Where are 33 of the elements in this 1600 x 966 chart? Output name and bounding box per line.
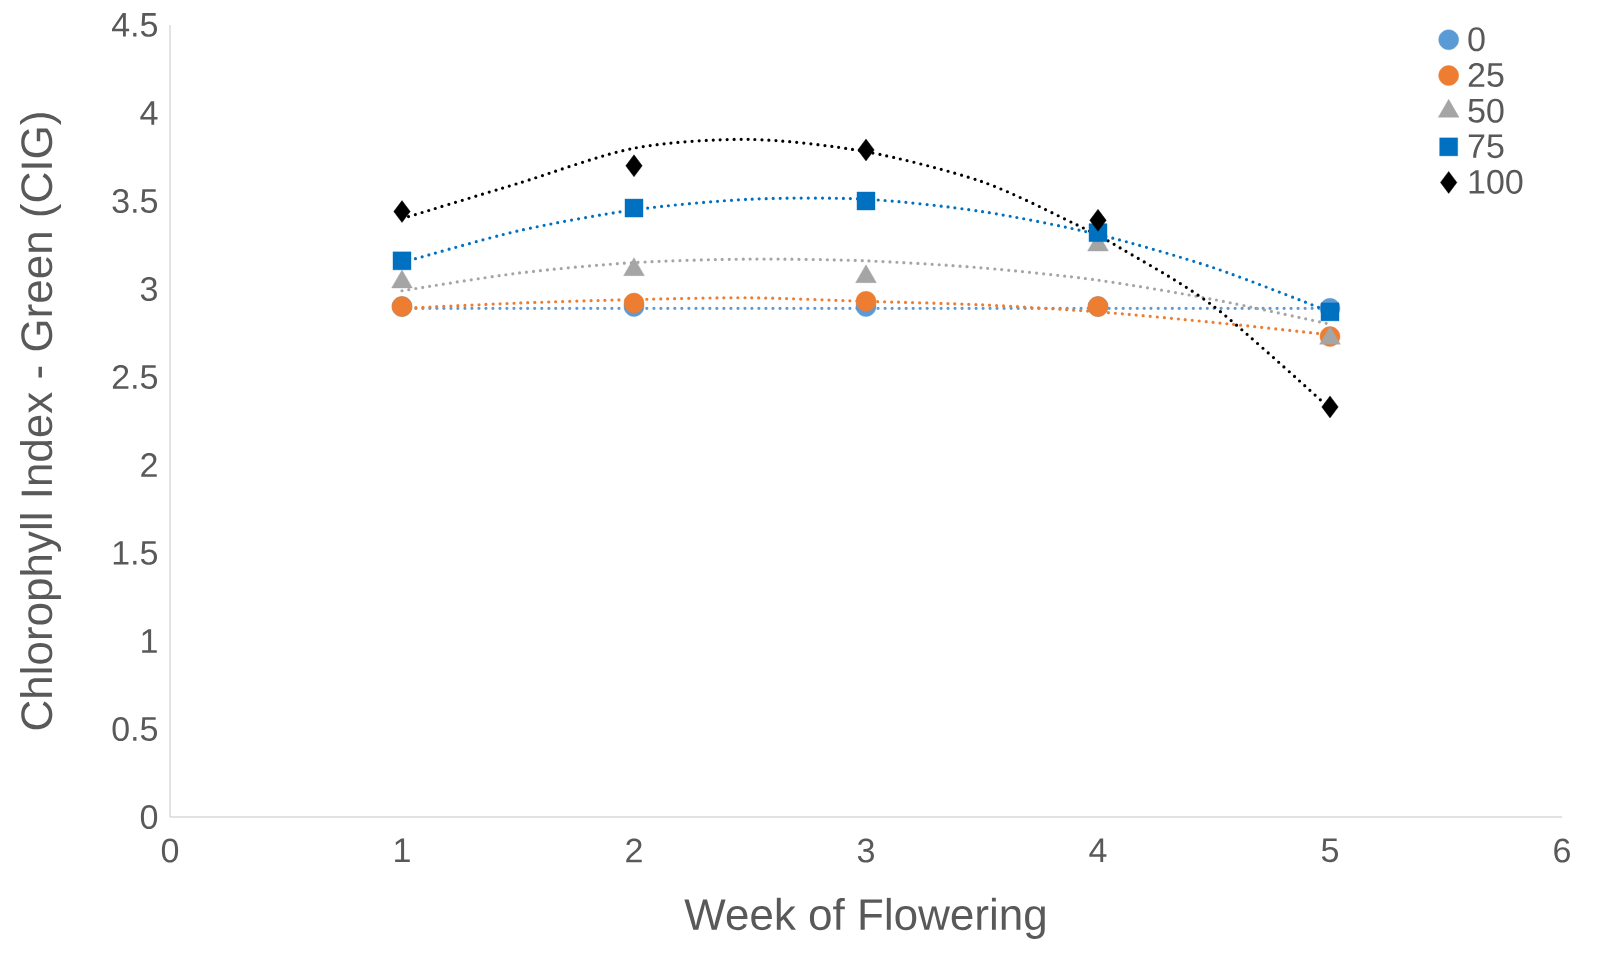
point (625, 154, 643, 177)
point (1089, 209, 1107, 232)
y-tick-label: 0 (140, 804, 158, 830)
x-tick-label: 6 (1554, 838, 1570, 863)
point (856, 191, 876, 211)
x-tick-label: 0 (161, 838, 179, 863)
legend-label: 50 (1468, 98, 1504, 123)
y-tick-label: 4 (140, 101, 158, 125)
point (1321, 395, 1339, 419)
point (393, 200, 411, 223)
legend-label: 75 (1468, 134, 1504, 159)
point (624, 198, 644, 218)
x-tick-label: 3 (857, 838, 874, 863)
x-axis-title: Week of Flowering (684, 897, 1045, 939)
y-tick-label: 3 (140, 276, 157, 302)
y-tick-label: 1 (142, 629, 157, 653)
point (857, 138, 875, 162)
y-tick-label: 1.5 (113, 541, 158, 565)
x-tick-label: 2 (626, 838, 642, 863)
y-tick-label: 4.5 (111, 13, 158, 37)
legend-label: 25 (1468, 62, 1504, 88)
point (855, 291, 877, 312)
legend-label: 0 (1468, 27, 1485, 52)
legend-label: 100 (1469, 169, 1523, 194)
x-tick-label: 5 (1321, 838, 1339, 863)
x-tick-label: 4 (1089, 838, 1107, 862)
x-tick-label: 1 (395, 838, 410, 862)
y-tick-label: 0.5 (112, 716, 158, 742)
y-axis-title: Chlorophyll Index - Green (CIG) (20, 113, 62, 730)
y-tick-label: 3.5 (112, 188, 158, 214)
y-tick-label: 2 (141, 453, 157, 477)
y-tick-label: 2.5 (112, 364, 158, 390)
point (392, 251, 412, 271)
